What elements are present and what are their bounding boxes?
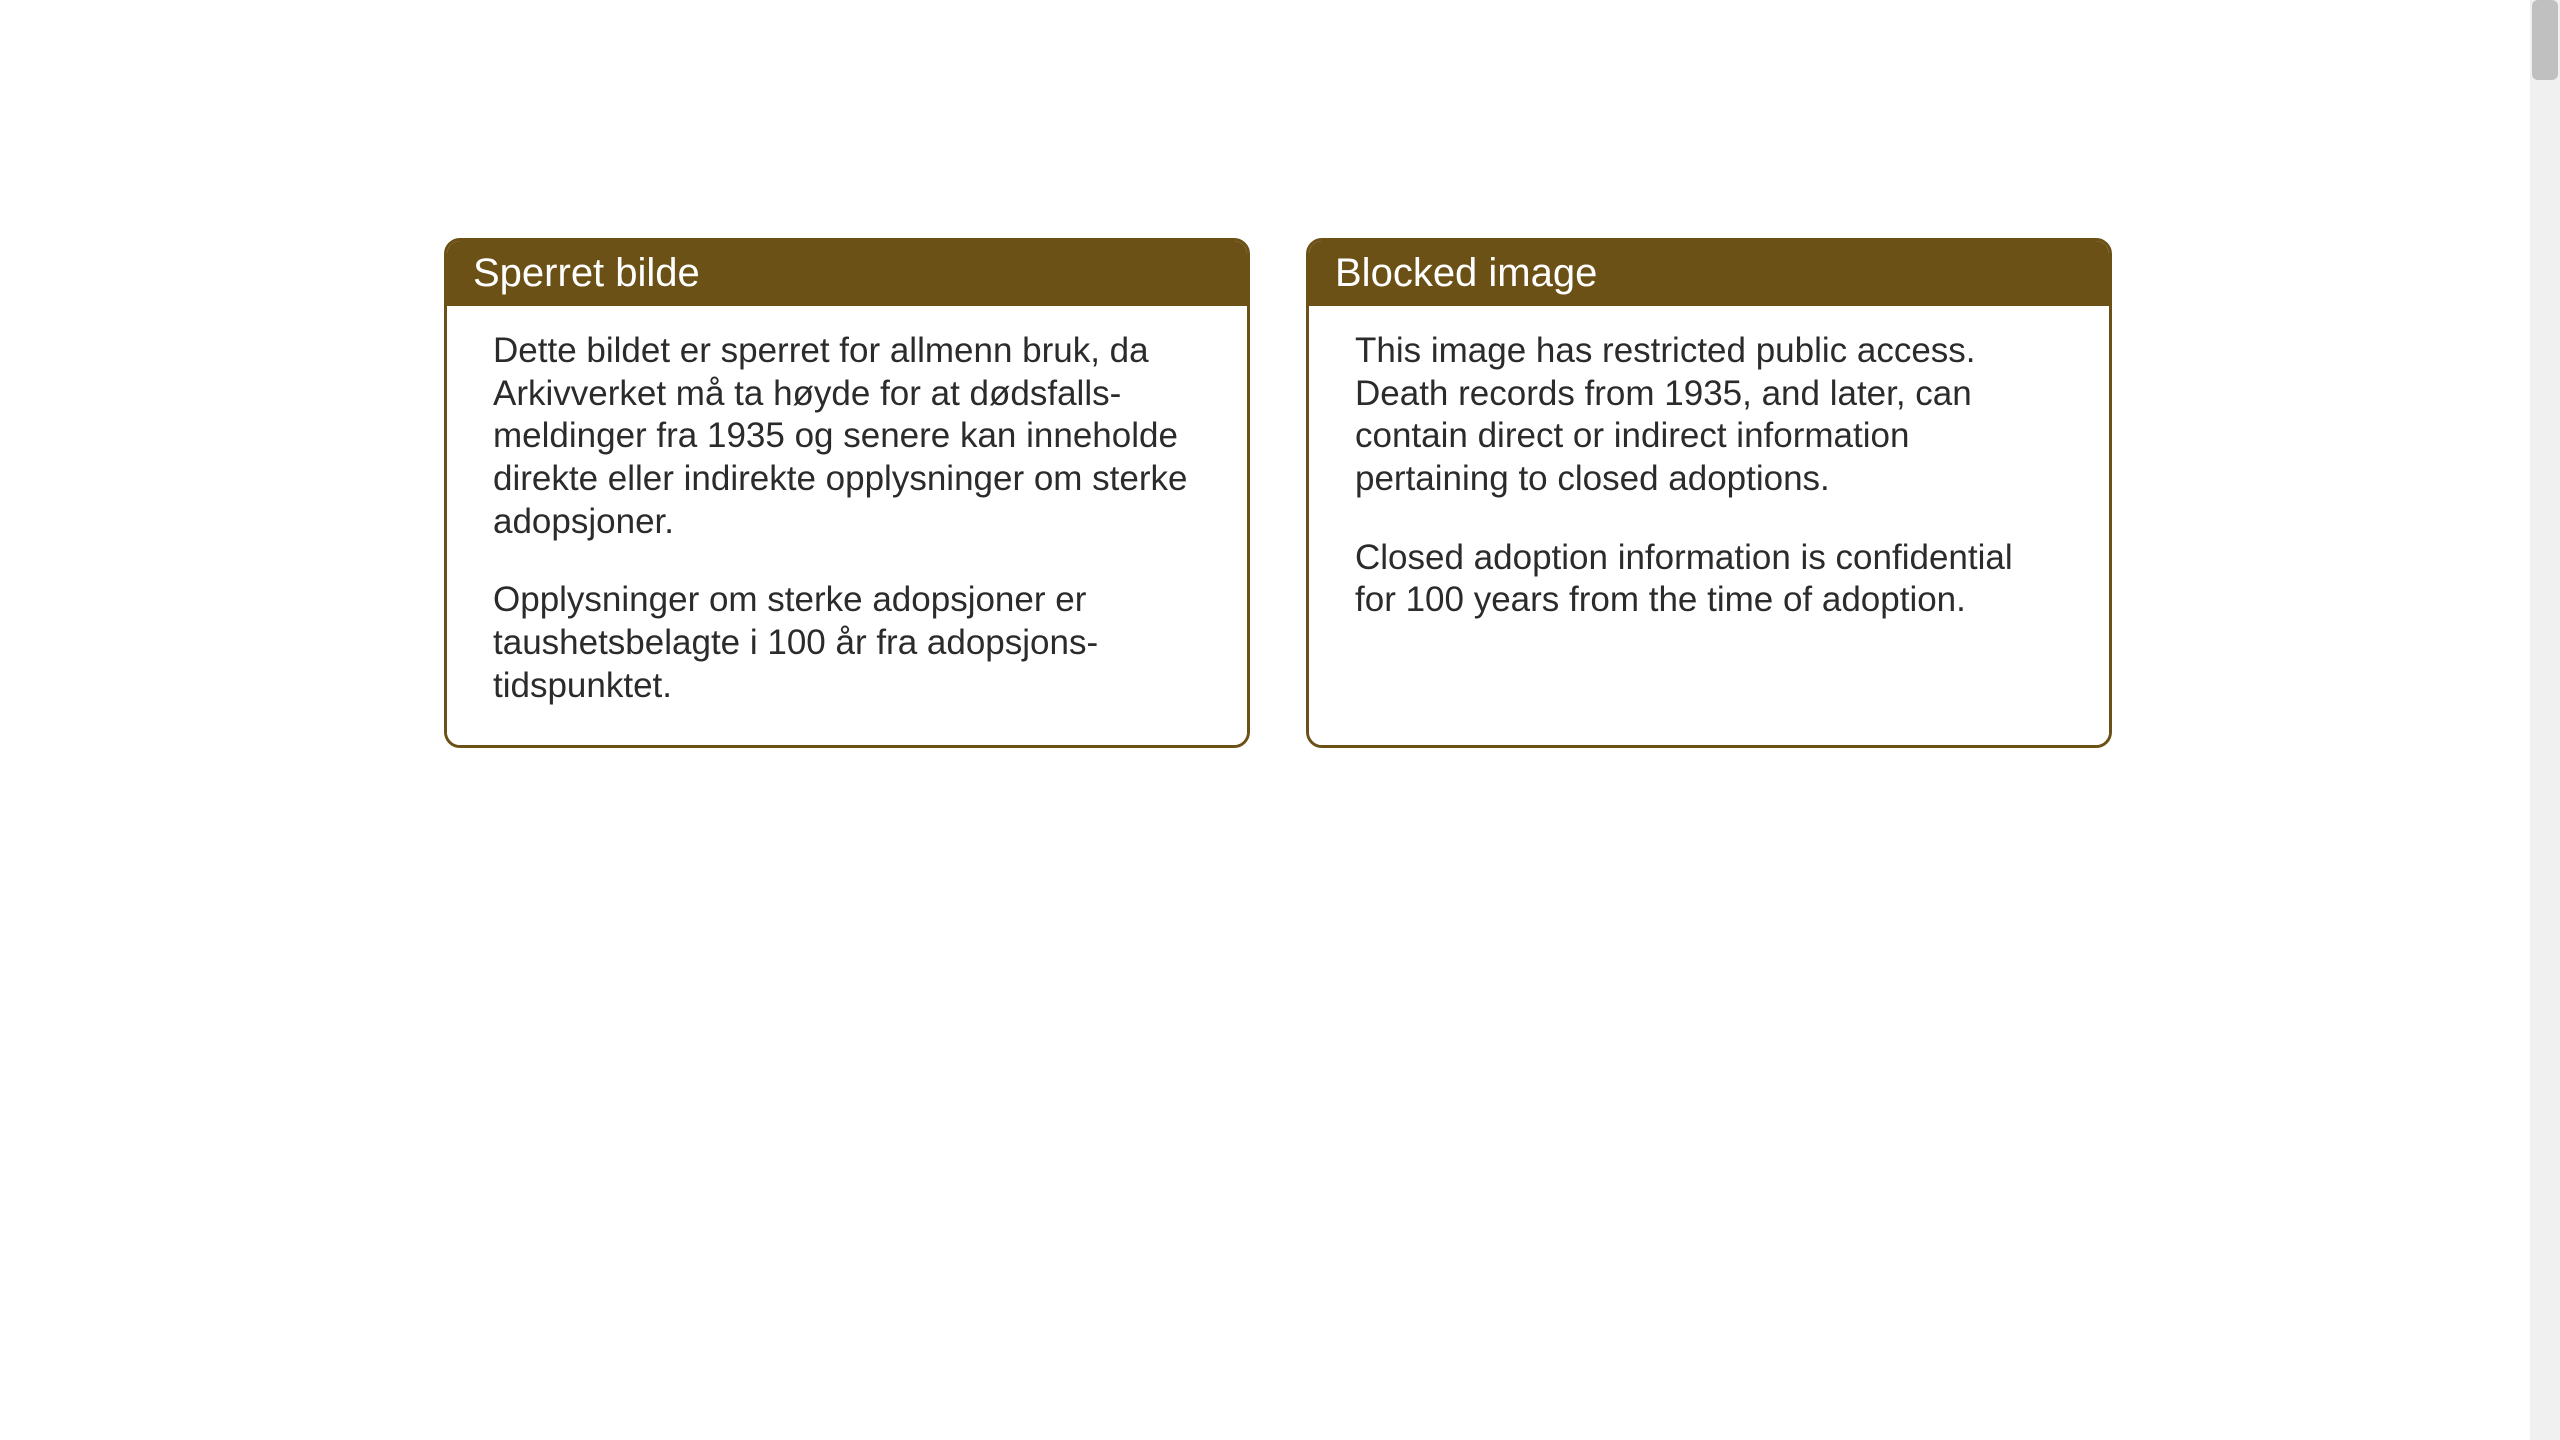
card-body-norwegian: Dette bildet er sperret for allmenn bruk… [447, 306, 1247, 745]
card-paragraph2-english: Closed adoption information is confident… [1355, 537, 2063, 622]
card-paragraph2-norwegian: Opplysninger om sterke adopsjoner er tau… [493, 579, 1201, 707]
card-body-english: This image has restricted public access.… [1309, 306, 2109, 745]
scrollbar-thumb[interactable] [2532, 0, 2558, 80]
card-paragraph1-norwegian: Dette bildet er sperret for allmenn bruk… [493, 330, 1201, 543]
card-paragraph1-english: This image has restricted public access.… [1355, 330, 2063, 501]
vertical-scrollbar[interactable] [2530, 0, 2560, 1440]
card-header-norwegian: Sperret bilde [447, 241, 1247, 306]
blocked-image-card-english: Blocked image This image has restricted … [1306, 238, 2112, 748]
card-title-english: Blocked image [1335, 251, 1597, 295]
card-title-norwegian: Sperret bilde [473, 251, 700, 295]
cards-container: Sperret bilde Dette bildet er sperret fo… [0, 0, 2560, 748]
card-header-english: Blocked image [1309, 241, 2109, 306]
blocked-image-card-norwegian: Sperret bilde Dette bildet er sperret fo… [444, 238, 1250, 748]
